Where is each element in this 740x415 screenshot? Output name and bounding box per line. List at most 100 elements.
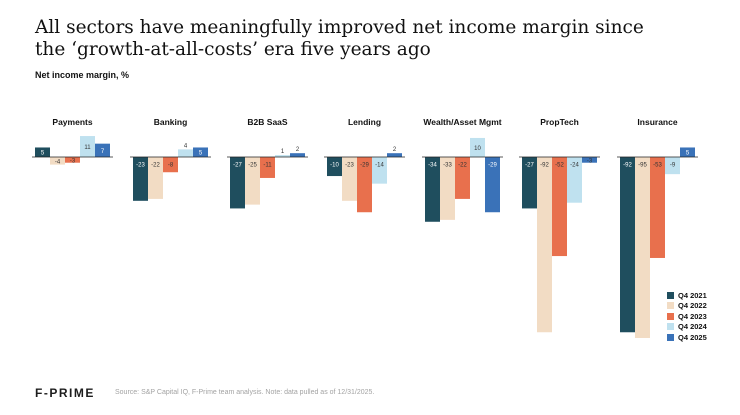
panel-label-b2b-saas: B2B SaaS — [247, 117, 287, 127]
legend-swatch-q4-2021 — [667, 291, 674, 299]
chart-subtitle: Net income margin, % — [35, 70, 130, 80]
data-label-wealth-asset-mgmt-q4-2022: -33 — [443, 163, 452, 169]
data-label-insurance-q4-2022: -95 — [638, 163, 647, 169]
panel-label-lending: Lending — [348, 117, 381, 127]
legend-item-q4-2022: Q4 2022 — [667, 301, 707, 312]
data-label-wealth-asset-mgmt-q4-2023: -22 — [458, 163, 467, 169]
data-label-banking-q4-2022: -22 — [151, 163, 160, 169]
legend-item-q4-2024: Q4 2024 — [667, 322, 707, 333]
data-label-b2b-saas-q4-2023: -11 — [263, 163, 272, 169]
source-note: Source: S&P Capital IQ, F-Prime team ana… — [115, 389, 375, 396]
bar-wealth-asset-mgmt-q4-2023 — [455, 157, 470, 199]
bar-insurance-q4-2024 — [665, 157, 680, 175]
panel-proptech: PropTech -27 -92 -52 -24 -3 — [519, 117, 600, 333]
bar-banking-q4-2021 — [133, 157, 148, 201]
bar-lending-q4-2022 — [342, 157, 357, 201]
data-label-proptech-q4-2023: -52 — [555, 163, 564, 169]
legend-label-q4-2025: Q4 2025 — [678, 332, 707, 342]
legend-item-q4-2021: Q4 2021 — [667, 290, 707, 301]
bar-insurance-q4-2021 — [620, 157, 635, 333]
bar-proptech-q4-2022 — [537, 157, 552, 333]
data-label-payments-q4-2021: 5 — [41, 151, 45, 157]
bar-payments-q4-2024 — [80, 136, 95, 157]
data-label-payments-q4-2025: 7 — [101, 149, 105, 155]
panel-label-banking: Banking — [154, 117, 188, 127]
chart-title-line-1: All sectors have meaningfully improved n… — [35, 17, 644, 38]
bar-wealth-asset-mgmt-q4-2021 — [425, 157, 440, 222]
panel-label-proptech: PropTech — [540, 117, 579, 127]
bar-banking-q4-2024 — [178, 149, 193, 157]
legend: Q4 2021 Q4 2022 Q4 2023 Q4 2024 Q4 2025 — [667, 290, 707, 343]
bar-lending-q4-2025 — [387, 153, 402, 157]
bar-wealth-asset-mgmt-q4-2025 — [485, 157, 500, 213]
data-label-lending-q4-2025: 2 — [393, 147, 397, 153]
bar-payments-q4-2022 — [50, 157, 65, 165]
bar-b2b-saas-q4-2024 — [275, 155, 290, 157]
data-label-wealth-asset-mgmt-q4-2025: -29 — [488, 163, 497, 169]
panel-banking: Banking -23 -22 -8 4 5 — [130, 117, 211, 201]
bar-banking-q4-2025 — [193, 147, 208, 157]
legend-item-q4-2023: Q4 2023 — [667, 311, 707, 322]
panel-insurance: Insurance-92 -95 -53 -95 — [617, 117, 698, 338]
bar-proptech-q4-2024 — [567, 157, 582, 203]
data-label-lending-q4-2022: -23 — [345, 163, 354, 169]
legend-swatch-q4-2025 — [667, 333, 674, 341]
bar-wealth-asset-mgmt-q4-2024 — [470, 137, 485, 157]
bar-b2b-saas-q4-2023 — [260, 157, 275, 178]
data-label-insurance-q4-2021: -92 — [623, 163, 632, 169]
bar-lending-q4-2021 — [327, 157, 342, 177]
data-label-lending-q4-2024: -14 — [375, 163, 384, 169]
data-label-lending-q4-2023: -29 — [360, 163, 369, 169]
panel-payments: Payments 5 -4 -3 11 7 — [32, 117, 113, 165]
bar-insurance-q4-2022 — [635, 157, 650, 338]
data-label-proptech-q4-2024: -24 — [570, 163, 579, 169]
legend-swatch-q4-2023 — [667, 312, 674, 320]
bar-b2b-saas-q4-2021 — [230, 157, 245, 209]
bar-payments-q4-2021 — [35, 147, 50, 157]
panel-b2b-saas: B2B SaaS -27 -25 -11 1 2 — [227, 117, 308, 209]
legend-label-q4-2022: Q4 2022 — [678, 301, 707, 311]
bar-insurance-q4-2025 — [680, 147, 695, 157]
data-label-payments-q4-2024: 11 — [84, 145, 91, 151]
data-label-proptech-q4-2021: -27 — [525, 163, 534, 169]
bar-insurance-q4-2023 — [650, 157, 665, 258]
data-label-banking-q4-2025: 5 — [199, 151, 203, 157]
bar-banking-q4-2023 — [163, 157, 178, 173]
legend-label-q4-2023: Q4 2023 — [678, 311, 707, 321]
legend-item-q4-2025: Q4 2025 — [667, 332, 707, 343]
chart-title-line-2: the ‘growth-at-all-costs’ era five years… — [35, 39, 431, 60]
panel-lending: Lending -10 -23 -29 -14 2 — [324, 117, 405, 213]
legend-swatch-q4-2022 — [667, 302, 674, 310]
legend-swatch-q4-2024 — [667, 323, 674, 331]
data-label-insurance-q4-2023: -53 — [653, 163, 662, 169]
panel-label-insurance: Insurance — [637, 117, 677, 127]
bar-proptech-q4-2023 — [552, 157, 567, 257]
bar-b2b-saas-q4-2025 — [290, 153, 305, 157]
bar-payments-q4-2023 — [65, 157, 80, 163]
data-label-banking-q4-2024: 4 — [184, 143, 188, 149]
data-label-wealth-asset-mgmt-q4-2024: 10 — [474, 146, 481, 152]
f-prime-logo: F-PRIME — [35, 386, 95, 400]
panel-label-payments: Payments — [52, 117, 92, 127]
legend-label-q4-2021: Q4 2021 — [678, 290, 707, 300]
panel-label-wealth-asset-mgmt: Wealth/Asset Mgmt — [423, 117, 501, 127]
bar-banking-q4-2022 — [148, 157, 163, 199]
bar-lending-q4-2023 — [357, 157, 372, 213]
bar-chart: Payments 5 -4 -3 11 7 Banking -23 -22 -8 4 5 B2B Saa… — [32, 117, 698, 338]
chart-title: All sectors have meaningfully improved n… — [35, 17, 675, 61]
data-label-banking-q4-2021: -23 — [136, 163, 145, 169]
legend-label-q4-2024: Q4 2024 — [678, 322, 707, 332]
data-label-banking-q4-2023: -8 — [168, 163, 174, 169]
data-label-proptech-q4-2022: -92 — [540, 163, 549, 169]
bar-proptech-q4-2021 — [522, 157, 537, 209]
data-label-b2b-saas-q4-2025: 2 — [296, 147, 300, 153]
data-label-proptech-q4-2025: -3 — [587, 158, 593, 164]
data-label-lending-q4-2021: -10 — [330, 163, 339, 169]
bar-payments-q4-2025 — [95, 143, 110, 157]
data-label-b2b-saas-q4-2022: -25 — [248, 163, 257, 169]
data-label-b2b-saas-q4-2021: -27 — [233, 163, 242, 169]
bar-proptech-q4-2025 — [582, 157, 597, 163]
panel-wealth-asset-mgmt: Wealth/Asset Mgmt -34 -33 -22 10 -29 — [422, 117, 503, 222]
bar-lending-q4-2024 — [372, 157, 387, 184]
data-label-wealth-asset-mgmt-q4-2021: -34 — [428, 163, 437, 169]
